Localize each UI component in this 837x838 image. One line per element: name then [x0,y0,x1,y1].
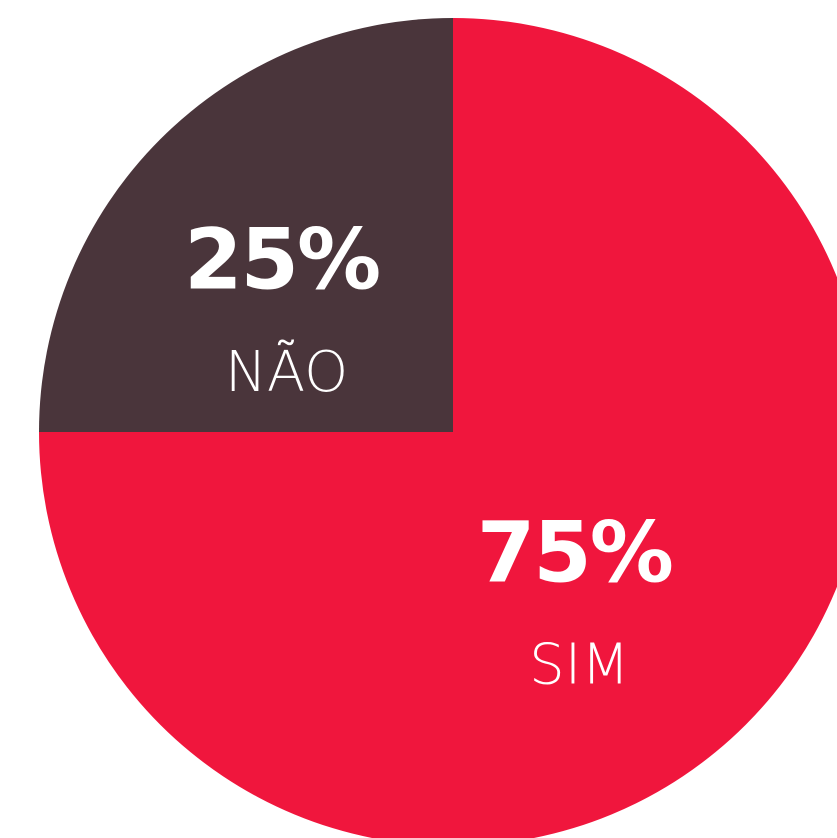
slice-value-label: 75% [477,503,672,601]
slice-value-label: 25% [184,211,379,309]
pie-slice [39,18,453,432]
slice-category-label: NÃO [225,340,348,405]
pie-slice [39,18,837,838]
slice-category-label: SIM [529,633,629,698]
